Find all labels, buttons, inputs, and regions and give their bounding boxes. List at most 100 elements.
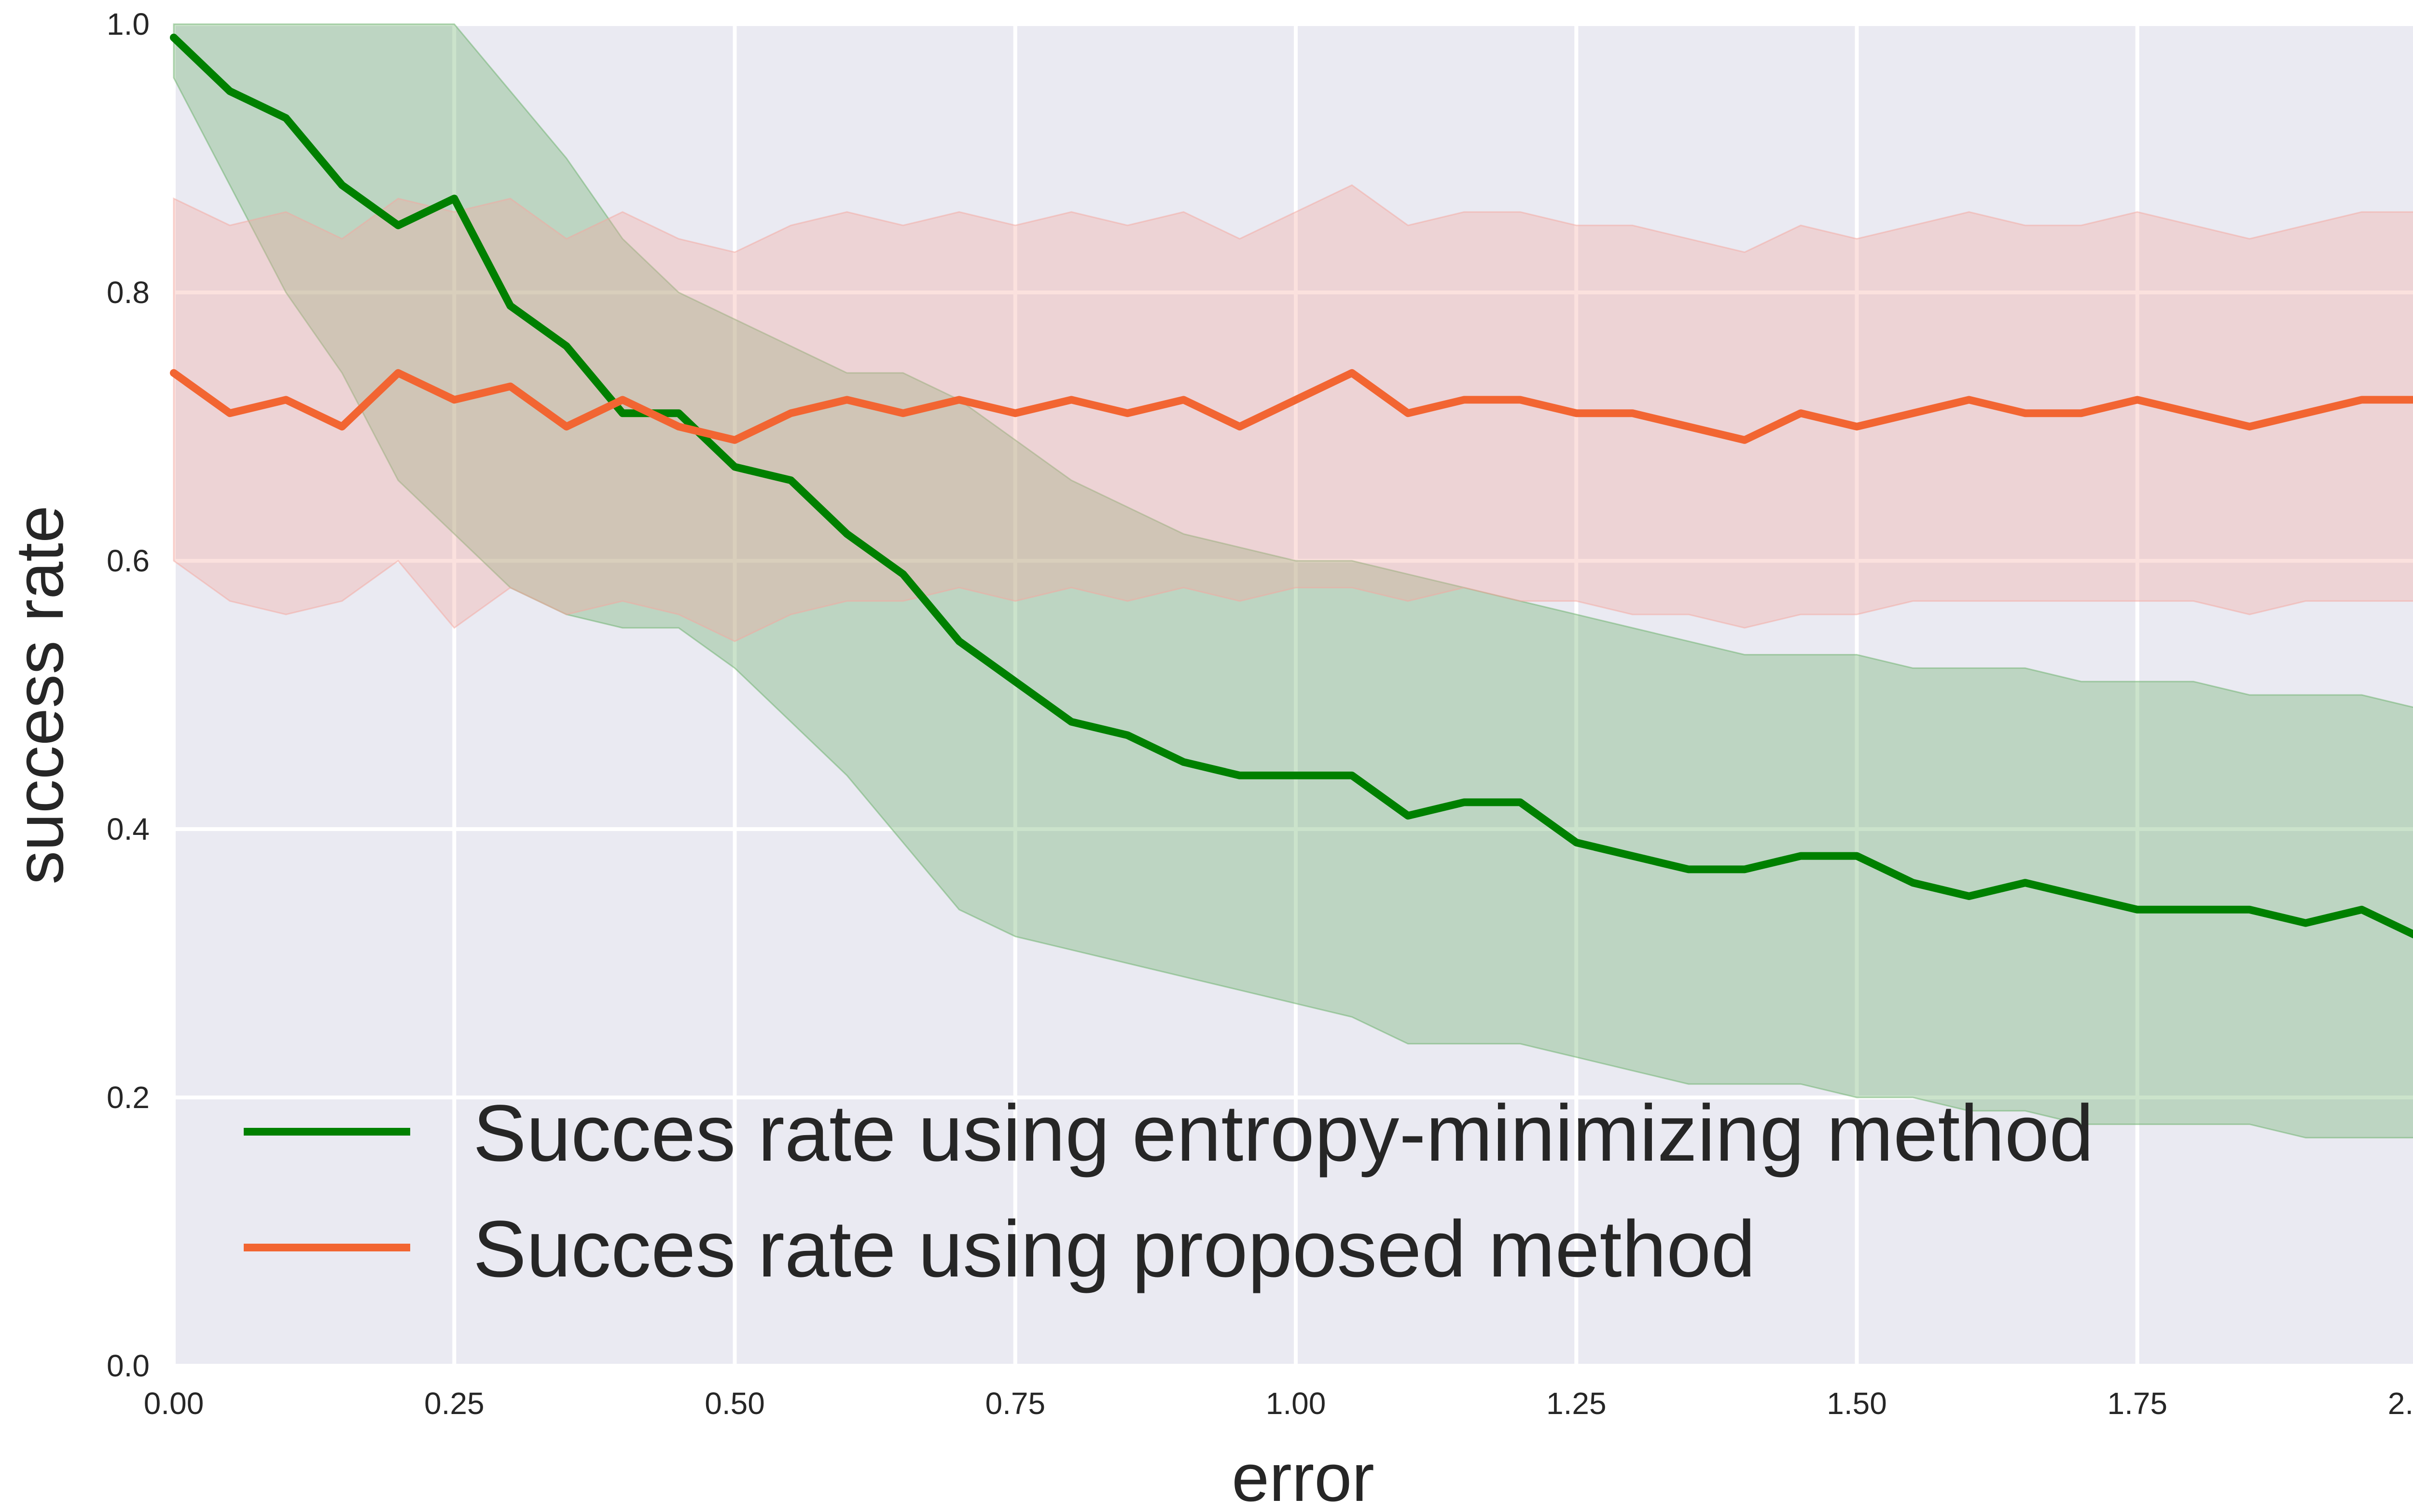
data-point xyxy=(451,195,458,202)
legend-label-entropy: Succes rate using entropy-minimizing met… xyxy=(473,1089,2094,1178)
y-axis-label: success rate xyxy=(1,505,77,885)
data-point xyxy=(1293,397,1299,403)
x-tick-label: 1.75 xyxy=(2107,1386,2167,1421)
data-point xyxy=(2358,397,2365,403)
data-point xyxy=(620,410,625,416)
data-point xyxy=(1742,437,1747,443)
data-point xyxy=(1517,397,1523,403)
data-point xyxy=(1910,880,1916,886)
data-point xyxy=(1180,397,1187,403)
data-point xyxy=(676,424,682,430)
data-point xyxy=(1854,424,1860,430)
x-axis-label: error xyxy=(1232,1440,1374,1512)
data-point xyxy=(395,370,401,376)
data-point xyxy=(451,397,458,403)
data-point xyxy=(1573,410,1580,416)
series-lines xyxy=(170,33,2413,939)
data-point xyxy=(2022,880,2028,886)
data-point xyxy=(339,182,345,188)
data-point xyxy=(1966,893,1972,899)
data-point xyxy=(507,383,513,389)
data-point xyxy=(900,410,906,416)
y-tick-label: 1.0 xyxy=(107,7,150,42)
data-point xyxy=(1854,853,1860,859)
data-point xyxy=(2134,397,2140,403)
data-point xyxy=(1068,719,1074,725)
legend-label-proposed: Succes rate using proposed method xyxy=(473,1205,1756,1294)
x-tick-label: 0.75 xyxy=(985,1386,1045,1421)
data-point xyxy=(227,88,233,94)
data-point xyxy=(1910,410,1916,416)
data-point xyxy=(1012,679,1018,685)
data-point xyxy=(844,531,850,537)
data-point xyxy=(2078,893,2084,899)
data-point xyxy=(1461,397,1467,403)
y-tick-label: 0.0 xyxy=(107,1348,150,1383)
data-point xyxy=(2302,920,2309,926)
data-point xyxy=(1236,772,1243,778)
y-tick-label: 0.2 xyxy=(107,1080,150,1115)
data-point xyxy=(1517,799,1523,805)
data-point xyxy=(1629,853,1636,859)
data-point xyxy=(676,410,682,416)
x-tick-label: 0.00 xyxy=(144,1386,204,1421)
y-axis-ticks: 0.0 0.2 0.4 0.6 0.8 1.0 xyxy=(107,7,150,1383)
x-tick-label: 1.00 xyxy=(1266,1386,1326,1421)
data-point xyxy=(1629,410,1636,416)
x-tick-label: 1.25 xyxy=(1546,1386,1607,1421)
data-point xyxy=(1685,424,1692,430)
data-point xyxy=(1461,799,1467,805)
data-point xyxy=(2191,410,2196,416)
data-point xyxy=(2247,906,2253,913)
data-point xyxy=(1405,813,1411,819)
data-point xyxy=(563,343,569,349)
x-tick-label: 2.00 xyxy=(2388,1386,2413,1421)
data-point xyxy=(395,222,401,228)
y-tick-label: 0.8 xyxy=(107,275,150,310)
data-point xyxy=(2078,410,2084,416)
data-point xyxy=(1798,853,1804,859)
data-point xyxy=(1405,410,1411,416)
data-point xyxy=(1180,759,1187,765)
data-point xyxy=(1349,370,1355,376)
data-point xyxy=(1012,410,1018,416)
y-tick-label: 0.6 xyxy=(107,543,150,578)
data-point xyxy=(283,397,289,403)
data-point xyxy=(844,397,850,403)
data-point xyxy=(283,115,289,121)
x-tick-label: 1.50 xyxy=(1827,1386,1887,1421)
data-point xyxy=(1685,866,1692,873)
data-point xyxy=(1742,866,1747,873)
data-point xyxy=(620,397,625,403)
x-tick-label: 0.25 xyxy=(424,1386,485,1421)
data-point xyxy=(171,370,177,376)
data-point xyxy=(900,571,906,577)
data-point xyxy=(2191,906,2196,913)
data-point xyxy=(788,410,794,416)
x-axis-ticks: 0.00 0.25 0.50 0.75 1.00 1.25 1.50 1.75 2.00 xyxy=(144,1386,2413,1421)
data-point xyxy=(339,424,345,430)
data-point xyxy=(1068,397,1074,403)
data-point xyxy=(732,437,738,443)
data-point xyxy=(956,638,962,644)
y-tick-label: 0.4 xyxy=(107,812,150,846)
data-point xyxy=(1798,410,1804,416)
data-point xyxy=(1236,424,1243,430)
data-point xyxy=(1573,839,1580,846)
data-point xyxy=(563,424,569,430)
data-point xyxy=(1293,772,1299,778)
data-point xyxy=(2358,906,2365,913)
data-point xyxy=(2022,410,2028,416)
data-point xyxy=(956,397,962,403)
series-band-proposed xyxy=(173,184,2413,642)
data-point xyxy=(1349,772,1355,778)
plot-background xyxy=(174,24,2413,1366)
data-point xyxy=(2247,424,2253,430)
data-point xyxy=(507,303,513,309)
data-point xyxy=(227,410,233,416)
data-point xyxy=(788,477,794,484)
legend: Succes rate using entropy-minimizing met… xyxy=(244,1089,2094,1294)
data-point xyxy=(732,464,738,470)
data-point xyxy=(2134,906,2140,913)
